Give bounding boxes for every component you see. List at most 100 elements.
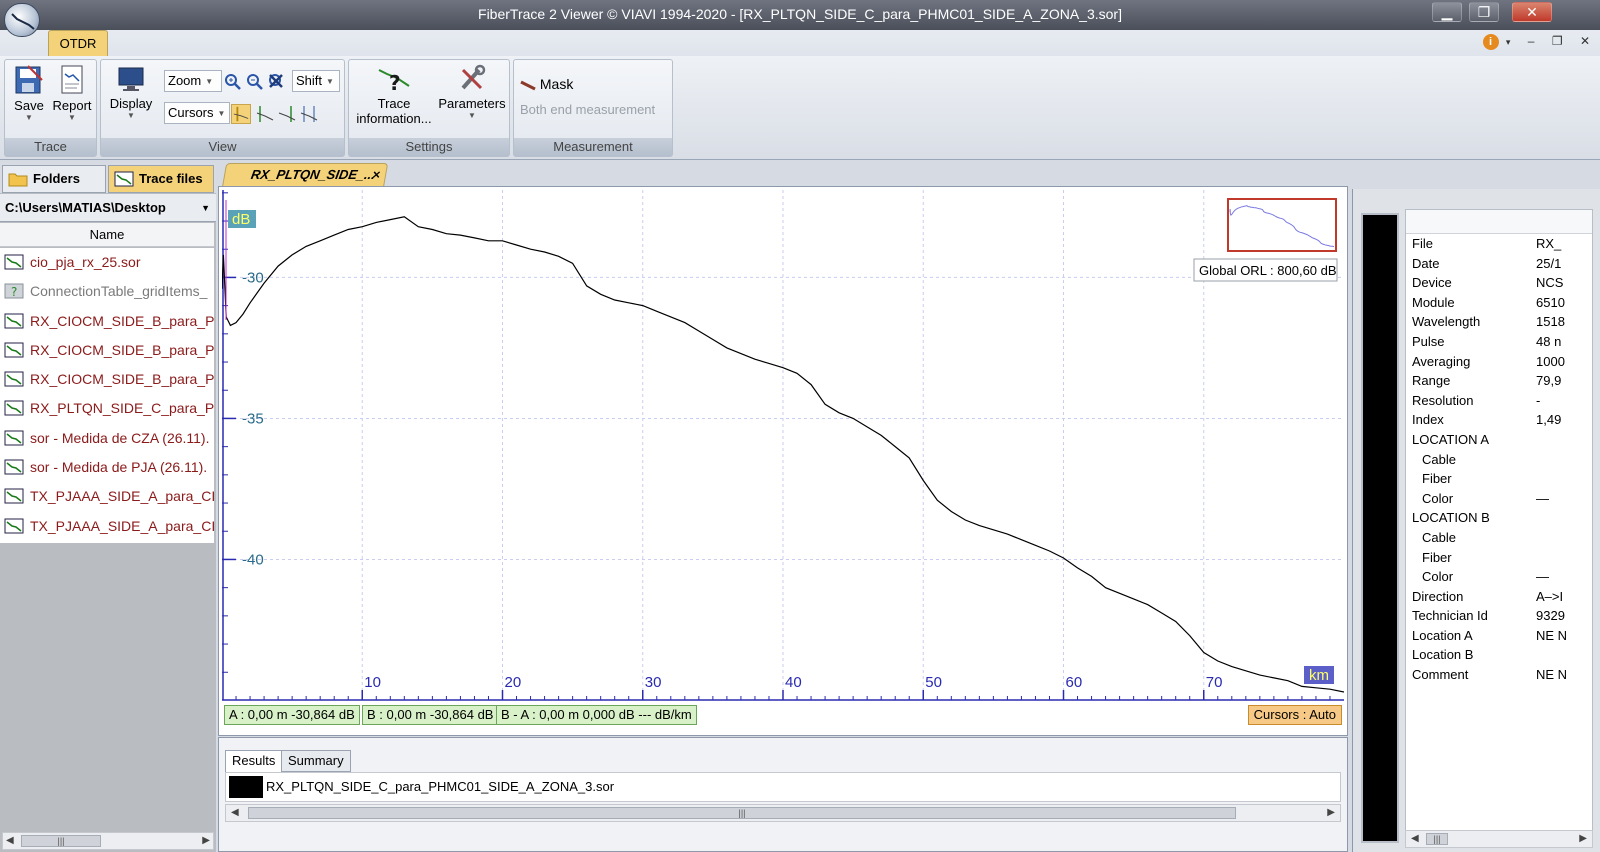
chevron-down-icon: ▼ [217, 108, 226, 118]
cursor-mode-badge[interactable]: Cursors : Auto [1247, 705, 1342, 725]
file-list-item[interactable]: sor - Medida de PJA (26.11). [0, 453, 214, 482]
zoom-in-icon[interactable] [223, 72, 243, 92]
scroll-thumb[interactable]: ||| [21, 835, 101, 847]
y-axis: -30 -35 -40 [222, 190, 264, 700]
info-value: NE N [1536, 667, 1568, 683]
scroll-right-icon[interactable]: ▶ [202, 835, 210, 846]
both-end-measurement-button[interactable]: Both end measurement [520, 102, 656, 117]
ribbon: Save ▼ Report ▼ Trace Display ▼ Zoom ▼ [0, 56, 1600, 160]
ribbon-group-trace: Save ▼ Report ▼ Trace [4, 59, 97, 157]
group-label-view: View [101, 138, 344, 156]
file-list-item[interactable]: TX_PJAAA_SIDE_A_para_CIO [0, 482, 214, 511]
info-key: Location B [1412, 647, 1474, 663]
info-value: 1,49 [1536, 412, 1562, 428]
info-key: Pulse [1412, 333, 1445, 349]
file-list-item[interactable]: cio_pja_rx_25.sor [0, 248, 214, 277]
close-button[interactable]: ✕ [1512, 2, 1552, 22]
app-icon[interactable] [4, 3, 40, 37]
folder-path-dropdown[interactable]: C:\Users\MATIAS\Desktop ▼ [0, 194, 216, 222]
file-list-item[interactable]: RX_CIOCM_SIDE_B_para_PJA [0, 307, 214, 336]
mask-button[interactable]: Mask [520, 76, 573, 92]
info-value: 1000 [1536, 353, 1565, 369]
ribbon-minimize-icon[interactable]: – [1527, 34, 1535, 48]
horizontal-scrollbar[interactable]: ◀ ||| ▶ [225, 804, 1341, 822]
save-label: Save [14, 98, 44, 113]
y-tick-label: -40 [242, 551, 264, 568]
horizontal-scrollbar[interactable]: ◀ ||| ▶ [2, 832, 214, 850]
tab-results[interactable]: Results [225, 750, 283, 773]
overview-thumbnail[interactable] [1227, 198, 1337, 252]
scroll-right-icon[interactable]: ▶ [1327, 807, 1335, 818]
document-tab-label: RX_PLTQN_SIDE_... [249, 167, 377, 182]
tab-folders[interactable]: Folders [2, 165, 106, 193]
ribbon-restore-icon[interactable]: ❐ [1551, 34, 1563, 48]
chevron-down-icon[interactable]: ▾ [1505, 37, 1511, 47]
info-key: Module [1412, 294, 1455, 310]
info-row: Location B [1406, 645, 1592, 665]
cursor-a-icon[interactable] [255, 104, 275, 124]
scroll-right-icon[interactable]: ▶ [1579, 833, 1587, 844]
zoom-reset-icon[interactable] [267, 72, 287, 92]
cursor-auto-icon[interactable] [231, 104, 251, 124]
info-value: 9329 [1536, 608, 1565, 624]
shift-dropdown[interactable]: Shift ▼ [292, 70, 340, 92]
document-tab[interactable]: RX_PLTQN_SIDE_... × [222, 163, 389, 187]
mask-icon [520, 80, 536, 91]
trace-information-button[interactable]: ? Trace information... [351, 64, 437, 126]
cursor-b-icon[interactable] [277, 104, 297, 124]
file-list-item[interactable]: TX_PJAAA_SIDE_A_para_CIO [0, 512, 214, 541]
info-key: Date [1412, 255, 1440, 271]
trace-file-icon [4, 313, 24, 329]
maximize-button[interactable]: ❐ [1469, 2, 1499, 22]
tab-summary[interactable]: Summary [281, 750, 351, 772]
info-key: Range [1412, 373, 1451, 389]
horizontal-scrollbar[interactable]: ◀ ||| ▶ [1405, 830, 1593, 848]
file-list-item[interactable]: RX_CIOCM_SIDE_B_para_PJA [0, 365, 214, 394]
file-list-item[interactable]: RX_CIOCM_SIDE_B_para_PJA [0, 336, 214, 365]
y-axis-unit: dB [232, 211, 250, 228]
trace-color-bar [1361, 213, 1399, 843]
info-icon[interactable]: i [1482, 34, 1499, 50]
y-tick-label: -30 [242, 269, 264, 286]
cursor-ab-icon[interactable] [299, 104, 319, 124]
scroll-left-icon[interactable]: ◀ [6, 835, 14, 846]
file-list-item[interactable]: sor - Medida de CZA (26.11). [0, 424, 214, 453]
result-file-name[interactable]: RX_PLTQN_SIDE_C_para_PHMC01_SIDE_A_ZONA_… [266, 779, 615, 794]
file-browser-panel: Folders Trace files C:\Users\MATIAS\Desk… [0, 163, 216, 852]
scroll-left-icon[interactable]: ◀ [1411, 833, 1419, 844]
file-list: cio_pja_rx_25.sor? ConnectionTable_gridIt… [0, 248, 214, 543]
cursors-dropdown[interactable]: Cursors ▼ [164, 102, 230, 124]
info-table-header [1406, 210, 1592, 234]
report-button[interactable]: Report ▼ [51, 64, 93, 122]
column-header-name[interactable]: Name [0, 223, 214, 247]
parameters-label: Parameters [438, 96, 506, 111]
scroll-left-icon[interactable]: ◀ [231, 807, 239, 818]
save-button[interactable]: Save ▼ [11, 64, 47, 122]
trace-file-icon [4, 342, 24, 358]
scroll-thumb[interactable]: ||| [1426, 833, 1448, 845]
zoom-out-icon[interactable] [245, 72, 265, 92]
parameters-button[interactable]: Parameters ▼ [437, 64, 507, 120]
scroll-thumb[interactable]: ||| [248, 807, 1236, 819]
zoom-dropdown[interactable]: Zoom ▼ [164, 70, 222, 92]
info-row: Device NCS [1406, 273, 1592, 293]
minimize-button[interactable]: ▁ [1432, 2, 1462, 22]
file-name: sor - Medida de CZA (26.11). [30, 429, 210, 446]
tab-trace-files[interactable]: Trace files [108, 165, 214, 193]
tab-otdr[interactable]: OTDR [48, 30, 108, 57]
mask-label: Mask [539, 76, 574, 92]
file-name: RX_CIOCM_SIDE_B_para_PJA [30, 371, 214, 388]
info-key: Direction [1412, 588, 1464, 604]
title-bar: FiberTrace 2 Viewer © VIAVI 1994-2020 - … [0, 0, 1600, 30]
folder-path: C:\Users\MATIAS\Desktop [5, 200, 166, 215]
file-list-item[interactable]: ? ConnectionTable_gridItems_ [0, 277, 214, 306]
info-row: Technician Id 9329 [1406, 606, 1592, 626]
info-key: Wavelength [1412, 314, 1481, 330]
file-list-item[interactable]: RX_PLTQN_SIDE_C_para_PHM [0, 394, 214, 423]
ribbon-close-icon[interactable]: ✕ [1579, 34, 1590, 48]
info-row: Fiber [1406, 548, 1592, 568]
group-label-settings: Settings [349, 138, 509, 156]
info-value: NE N [1536, 627, 1568, 643]
display-button[interactable]: Display ▼ [106, 64, 156, 120]
otdr-trace-chart[interactable]: -30 -35 -40 10 20 30 40 50 60 70 dB km Global OR… [222, 190, 1344, 704]
